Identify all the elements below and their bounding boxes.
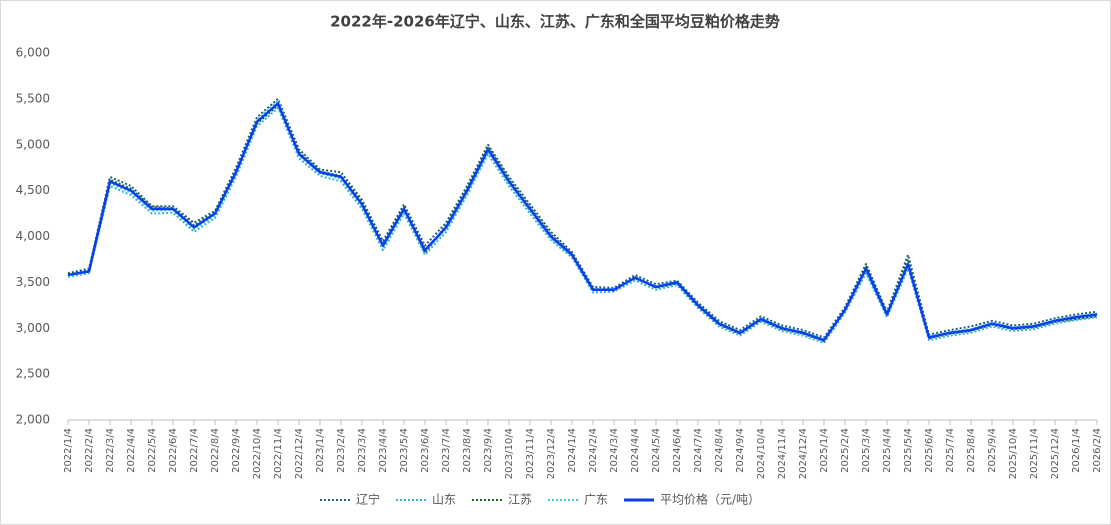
x-tick-label: 2024/4/4 <box>630 428 641 473</box>
x-tick-label: 2024/9/4 <box>735 428 746 473</box>
legend-label: 山东 <box>432 493 456 507</box>
x-tick-label: 2023/9/4 <box>483 428 494 473</box>
x-tick-label: 2022/12/4 <box>294 428 305 479</box>
x-tick-label: 2025/9/4 <box>987 428 998 473</box>
x-tick-label: 2022/7/4 <box>189 428 200 473</box>
x-tick-label: 2024/11/4 <box>777 428 788 479</box>
y-tick-label: 4,000 <box>16 229 50 243</box>
x-tick-label: 2022/2/4 <box>84 428 95 473</box>
x-tick-label: 2023/8/4 <box>462 428 473 473</box>
x-tick-label: 2024/8/4 <box>714 428 725 473</box>
x-tick-label: 2025/8/4 <box>966 428 977 473</box>
x-tick-label: 2024/2/4 <box>588 428 599 473</box>
x-tick-label: 2024/3/4 <box>609 428 620 473</box>
y-tick-label: 6,000 <box>16 46 50 60</box>
x-tick-label: 2025/1/4 <box>819 428 830 473</box>
x-tick-label: 2023/12/4 <box>546 428 557 479</box>
x-tick-label: 2025/4/4 <box>882 428 893 473</box>
x-tick-label: 2023/6/4 <box>420 428 431 473</box>
x-tick-label: 2022/11/4 <box>273 428 284 479</box>
x-tick-label: 2024/7/4 <box>693 428 704 473</box>
x-tick-label: 2025/12/4 <box>1050 428 1061 479</box>
legend-label: 辽宁 <box>356 492 380 507</box>
y-tick-label: 2,500 <box>16 367 50 381</box>
x-tick-label: 2023/5/4 <box>399 428 410 473</box>
x-tick-label: 2022/10/4 <box>252 428 263 479</box>
x-tick-label: 2026/1/4 <box>1071 428 1082 473</box>
legend-label: 广东 <box>584 493 608 507</box>
x-tick-label: 2023/11/4 <box>525 428 536 479</box>
y-tick-label: 5,500 <box>16 91 50 105</box>
x-tick-label: 2024/5/4 <box>651 428 662 473</box>
series-line <box>67 102 1098 342</box>
x-tick-label: 2026/2/4 <box>1092 428 1103 473</box>
x-tick-label: 2023/4/4 <box>378 428 389 473</box>
x-tick-label: 2022/1/4 <box>63 428 74 473</box>
x-tick-label: 2023/7/4 <box>441 428 452 473</box>
x-tick-label: 2022/5/4 <box>147 428 158 473</box>
series-line <box>67 97 1098 339</box>
x-tick-label: 2023/10/4 <box>504 428 515 479</box>
legend-label: 平均价格（元/吨） <box>660 492 760 507</box>
x-tick-label: 2024/6/4 <box>672 428 683 473</box>
x-tick-label: 2025/6/4 <box>924 428 935 473</box>
x-tick-label: 2025/10/4 <box>1008 428 1019 479</box>
x-tick-label: 2024/1/4 <box>567 428 578 473</box>
x-tick-label: 2024/10/4 <box>756 428 767 479</box>
x-tick-label: 2025/2/4 <box>840 428 851 473</box>
y-tick-label: 5,000 <box>16 137 50 151</box>
x-tick-label: 2022/6/4 <box>168 428 179 473</box>
x-tick-label: 2025/3/4 <box>861 428 872 473</box>
chart-title: 2022年-2026年辽宁、山东、江苏、广东和全国平均豆粕价格走势 <box>330 13 780 31</box>
y-tick-label: 2,000 <box>16 413 50 427</box>
x-tick-label: 2022/8/4 <box>210 428 221 473</box>
y-tick-label: 3,000 <box>16 321 50 335</box>
x-tick-label: 2023/1/4 <box>315 428 326 473</box>
x-tick-label: 2025/7/4 <box>945 428 956 473</box>
y-tick-label: 4,500 <box>16 183 50 197</box>
x-tick-label: 2022/4/4 <box>126 428 137 473</box>
x-tick-label: 2023/3/4 <box>357 428 368 473</box>
y-tick-label: 3,500 <box>16 275 50 289</box>
x-tick-label: 2023/2/4 <box>336 428 347 473</box>
x-tick-label: 2022/9/4 <box>231 428 242 473</box>
x-tick-label: 2025/11/4 <box>1029 428 1040 479</box>
x-tick-label: 2022/3/4 <box>105 428 116 473</box>
x-tick-label: 2024/12/4 <box>798 428 809 479</box>
legend-label: 江苏 <box>508 493 532 507</box>
x-tick-label: 2025/5/4 <box>903 428 914 473</box>
